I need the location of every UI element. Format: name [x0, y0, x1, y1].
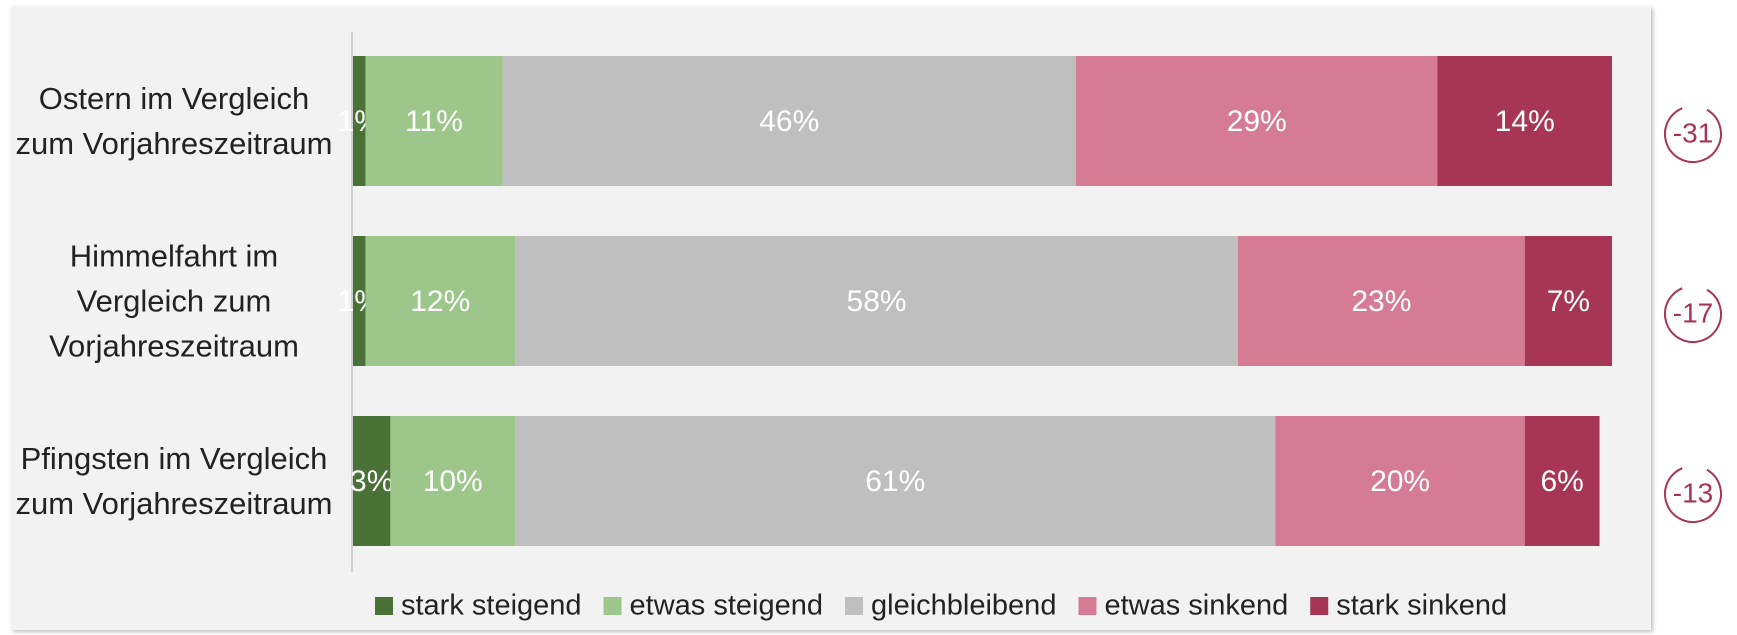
data-label: 3%	[350, 465, 393, 498]
data-label: 6%	[1540, 465, 1583, 498]
bar-segment	[1238, 236, 1525, 366]
data-label: 58%	[847, 285, 907, 318]
score-ring	[1664, 105, 1722, 163]
bar-segment	[515, 236, 1239, 366]
category-label: Ostern im Vergleich zum Vorjahreszeitrau…	[15, 81, 333, 161]
data-label: 11%	[405, 105, 463, 138]
data-label: 29%	[1227, 105, 1287, 138]
bar-segment	[502, 56, 1076, 186]
bar-segment	[1437, 56, 1612, 186]
data-label: 14%	[1495, 105, 1555, 138]
bar-segment	[1524, 416, 1600, 546]
score-ring	[1664, 285, 1722, 343]
score-label: -17	[1673, 297, 1713, 328]
legend-swatch	[1310, 597, 1329, 615]
bar-segment	[353, 416, 391, 546]
legend-label: stark sinkend	[1336, 590, 1507, 622]
bar-segment	[353, 56, 366, 186]
bar-segment	[365, 236, 516, 366]
category-label: Pfingsten im Vergleich zum Vorjahreszeit…	[15, 441, 333, 521]
data-label: 7%	[1547, 285, 1590, 318]
bar-segment	[1075, 56, 1438, 186]
legend-label: stark steigend	[401, 590, 582, 622]
score-label: -31	[1673, 117, 1713, 148]
bar-segment	[390, 416, 516, 546]
bar-segment	[1524, 236, 1612, 366]
legend-swatch	[845, 597, 864, 615]
data-label: 61%	[865, 465, 925, 498]
legend-label: etwas sinkend	[1104, 590, 1288, 622]
data-label: 20%	[1370, 465, 1430, 498]
legend-swatch	[603, 597, 622, 615]
bar-segment	[515, 416, 1276, 546]
legend-label: gleichbleibend	[871, 590, 1056, 622]
legend-label: etwas steigend	[630, 590, 823, 622]
bar-segment	[365, 56, 503, 186]
data-label: 46%	[759, 105, 819, 138]
data-label: 12%	[410, 285, 470, 318]
legend-swatch	[375, 597, 393, 615]
score-label: -13	[1673, 477, 1713, 508]
score-ring	[1664, 465, 1722, 523]
data-label: 10%	[423, 465, 483, 498]
category-label: Himmelfahrt im Vergleich zum Vorjahresze…	[49, 238, 299, 364]
bar-segment	[353, 236, 366, 366]
data-label: 23%	[1351, 285, 1411, 318]
bar-segment	[1275, 416, 1525, 546]
legend-swatch	[1078, 597, 1097, 615]
